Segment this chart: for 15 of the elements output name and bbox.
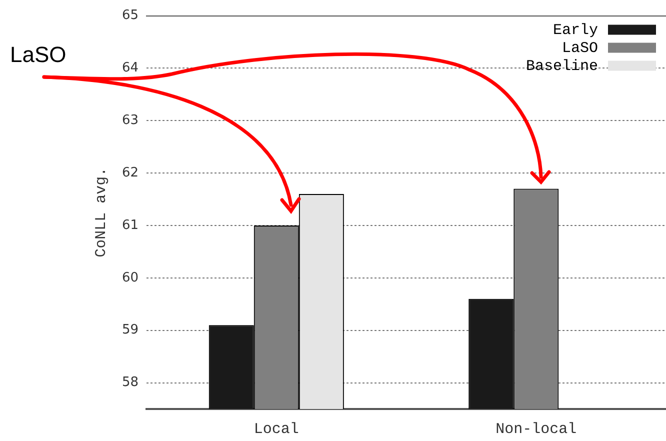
y-axis-title: CoNLL avg. [92,167,110,258]
y-tick-label: 63 [122,113,139,128]
y-tick-label: 65 [122,8,139,24]
x-tick-label: Non-local [496,420,577,438]
y-tick-label: 61 [122,218,139,233]
legend-label: Early [552,22,598,39]
y-tick-label: 64 [122,60,139,76]
y-tick-label: 58 [122,375,139,390]
y-tick-label: 60 [122,270,139,286]
y-tick-label: 59 [122,322,139,338]
text: LaSO [10,42,66,68]
y-tick-label: 62 [122,165,139,180]
legend-label: LaSO [562,40,598,57]
x-tick-label: Local [254,420,299,438]
legend-label: Baseline [526,58,598,75]
